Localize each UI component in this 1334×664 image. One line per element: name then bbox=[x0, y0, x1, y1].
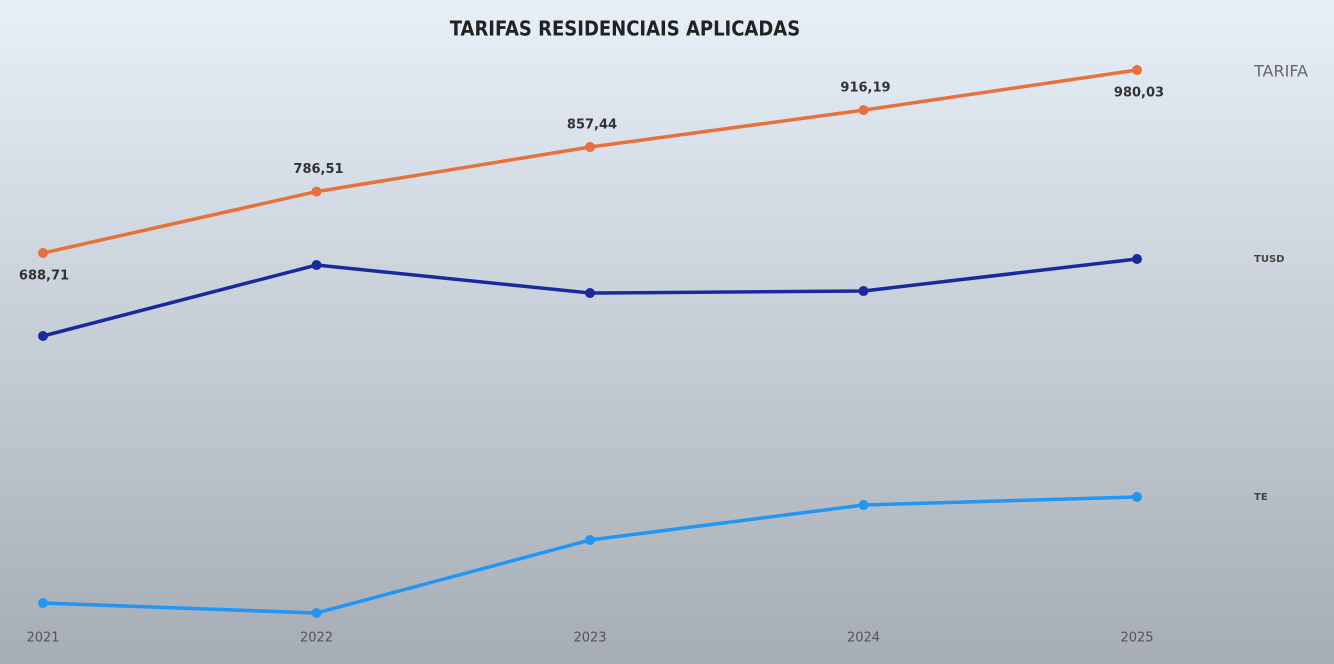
series-label: TE bbox=[1254, 492, 1268, 503]
data-label: 857,44 bbox=[567, 118, 617, 133]
point bbox=[1132, 65, 1142, 76]
point bbox=[585, 142, 595, 153]
series-label: TUSD bbox=[1254, 254, 1284, 265]
point bbox=[38, 248, 48, 259]
x-tick-label: 2021 bbox=[26, 631, 59, 646]
x-tick-label: 2023 bbox=[573, 631, 606, 646]
point bbox=[311, 186, 322, 197]
point bbox=[858, 500, 869, 511]
point bbox=[858, 286, 869, 297]
chart-title: TARIFAS RESIDENCIAIS APLICADAS bbox=[450, 17, 800, 41]
data-label: 688,71 bbox=[19, 269, 69, 284]
point bbox=[585, 288, 595, 299]
data-label: 786,51 bbox=[293, 162, 343, 177]
point bbox=[585, 535, 595, 546]
data-label: 916,19 bbox=[840, 81, 890, 96]
x-tick-label: 2024 bbox=[847, 631, 880, 646]
x-tick-label: 2025 bbox=[1120, 631, 1153, 646]
data-label: 980,03 bbox=[1114, 86, 1164, 101]
point bbox=[1132, 253, 1142, 264]
point bbox=[311, 260, 322, 271]
point bbox=[38, 598, 48, 609]
point bbox=[311, 608, 322, 619]
point bbox=[858, 105, 869, 116]
point bbox=[38, 331, 48, 342]
series-label: TARIFA bbox=[1253, 62, 1308, 81]
point bbox=[1132, 491, 1142, 502]
x-tick-label: 2022 bbox=[300, 631, 333, 646]
